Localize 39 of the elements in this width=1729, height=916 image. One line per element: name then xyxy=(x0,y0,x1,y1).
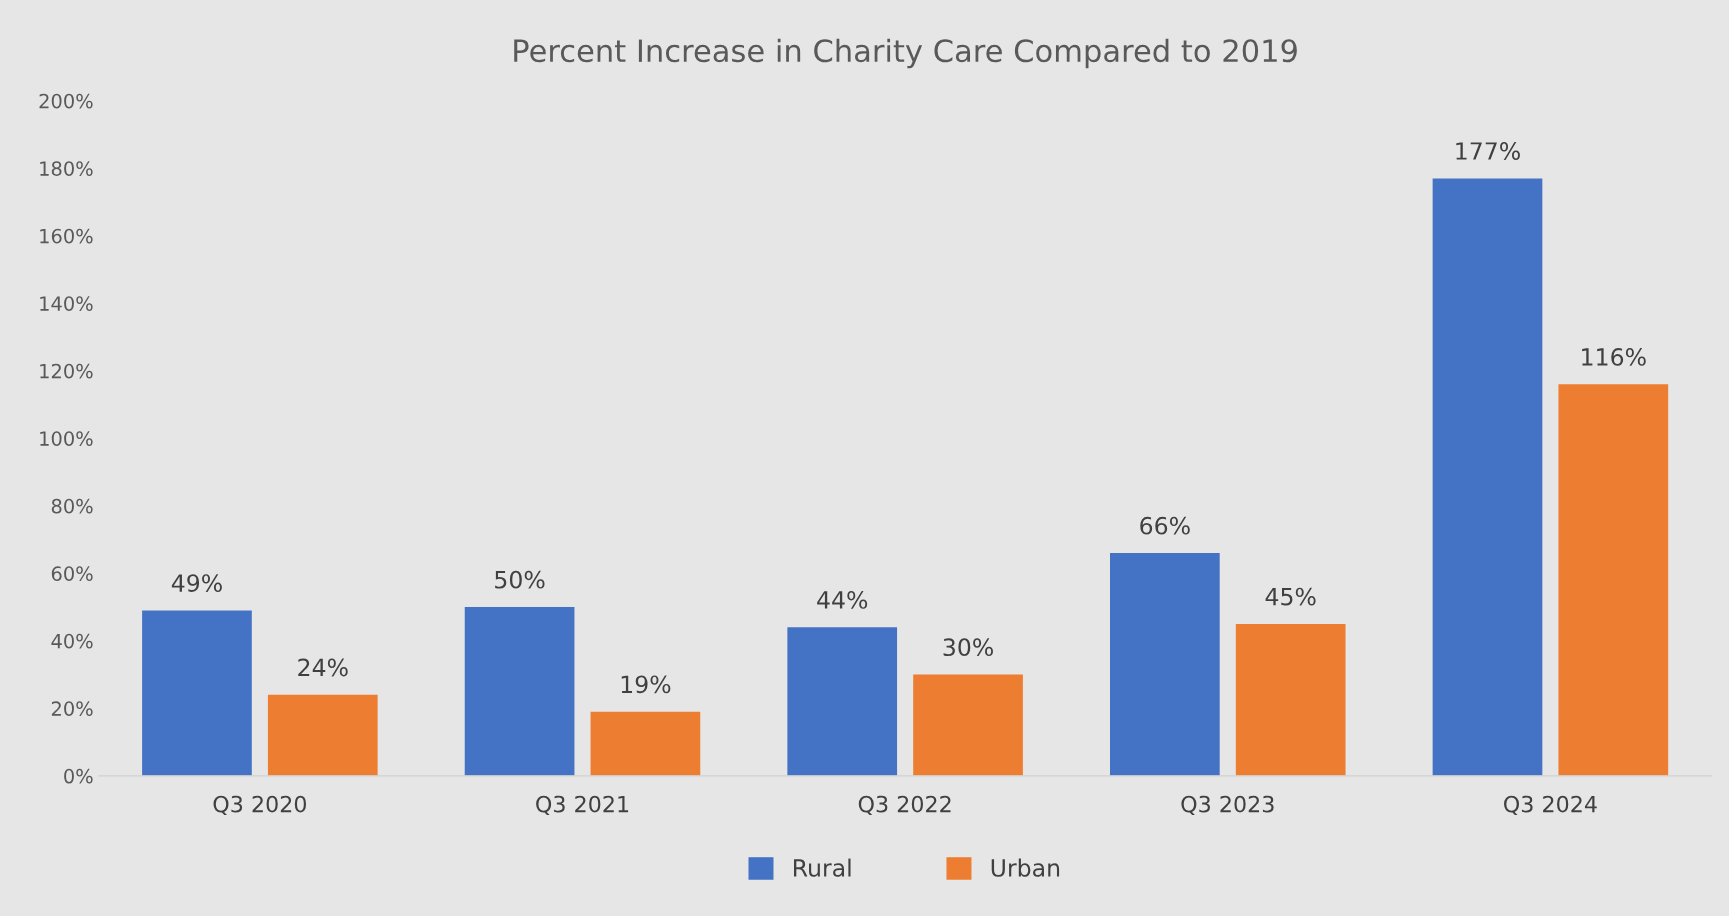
y-tick-label: 140% xyxy=(40,296,93,311)
chart-title: Percent Increase in Charity Care Compared to 2019 xyxy=(514,38,1297,69)
legend-label: Rural xyxy=(794,858,851,877)
y-tick-label: 180% xyxy=(40,161,93,176)
bar xyxy=(464,607,575,776)
legend-label: Urban xyxy=(991,858,1060,877)
bar xyxy=(1235,623,1346,776)
x-tick-label: Q3 2021 xyxy=(536,795,629,816)
y-tick-label: 160% xyxy=(40,228,93,244)
bar xyxy=(267,694,378,776)
y-tick-label: 80% xyxy=(51,498,93,514)
y-tick-label: 200% xyxy=(39,93,93,109)
bar xyxy=(787,627,898,776)
data-label: 49% xyxy=(171,574,222,592)
y-tick-label: 100% xyxy=(40,431,93,446)
data-label: 177% xyxy=(1456,142,1520,160)
y-tick-label: 20% xyxy=(51,701,93,717)
bar xyxy=(1110,553,1220,776)
y-tick-label: 60% xyxy=(51,566,93,581)
bar xyxy=(1558,384,1669,776)
x-tick-label: Q3 2023 xyxy=(1181,795,1274,816)
x-tick-label: Q3 2022 xyxy=(858,795,951,816)
y-tick-label: 0% xyxy=(64,768,93,784)
data-label: 24% xyxy=(298,658,348,677)
bar xyxy=(913,674,1023,776)
data-label: 50% xyxy=(495,570,545,589)
data-label: 116% xyxy=(1582,347,1646,366)
data-label: 66% xyxy=(1140,516,1190,535)
data-label: 19% xyxy=(621,675,671,694)
x-tick-label: Q3 2024 xyxy=(1504,795,1597,816)
data-label: 30% xyxy=(943,638,993,657)
y-tick-label: 120% xyxy=(40,363,93,379)
bar xyxy=(1432,178,1543,776)
y-tick-label: 40% xyxy=(51,633,93,649)
data-label: 44% xyxy=(817,591,868,609)
bar xyxy=(142,610,252,776)
x-tick-label: Q3 2020 xyxy=(213,795,307,816)
data-label: 45% xyxy=(1265,587,1316,606)
bar xyxy=(590,711,701,776)
